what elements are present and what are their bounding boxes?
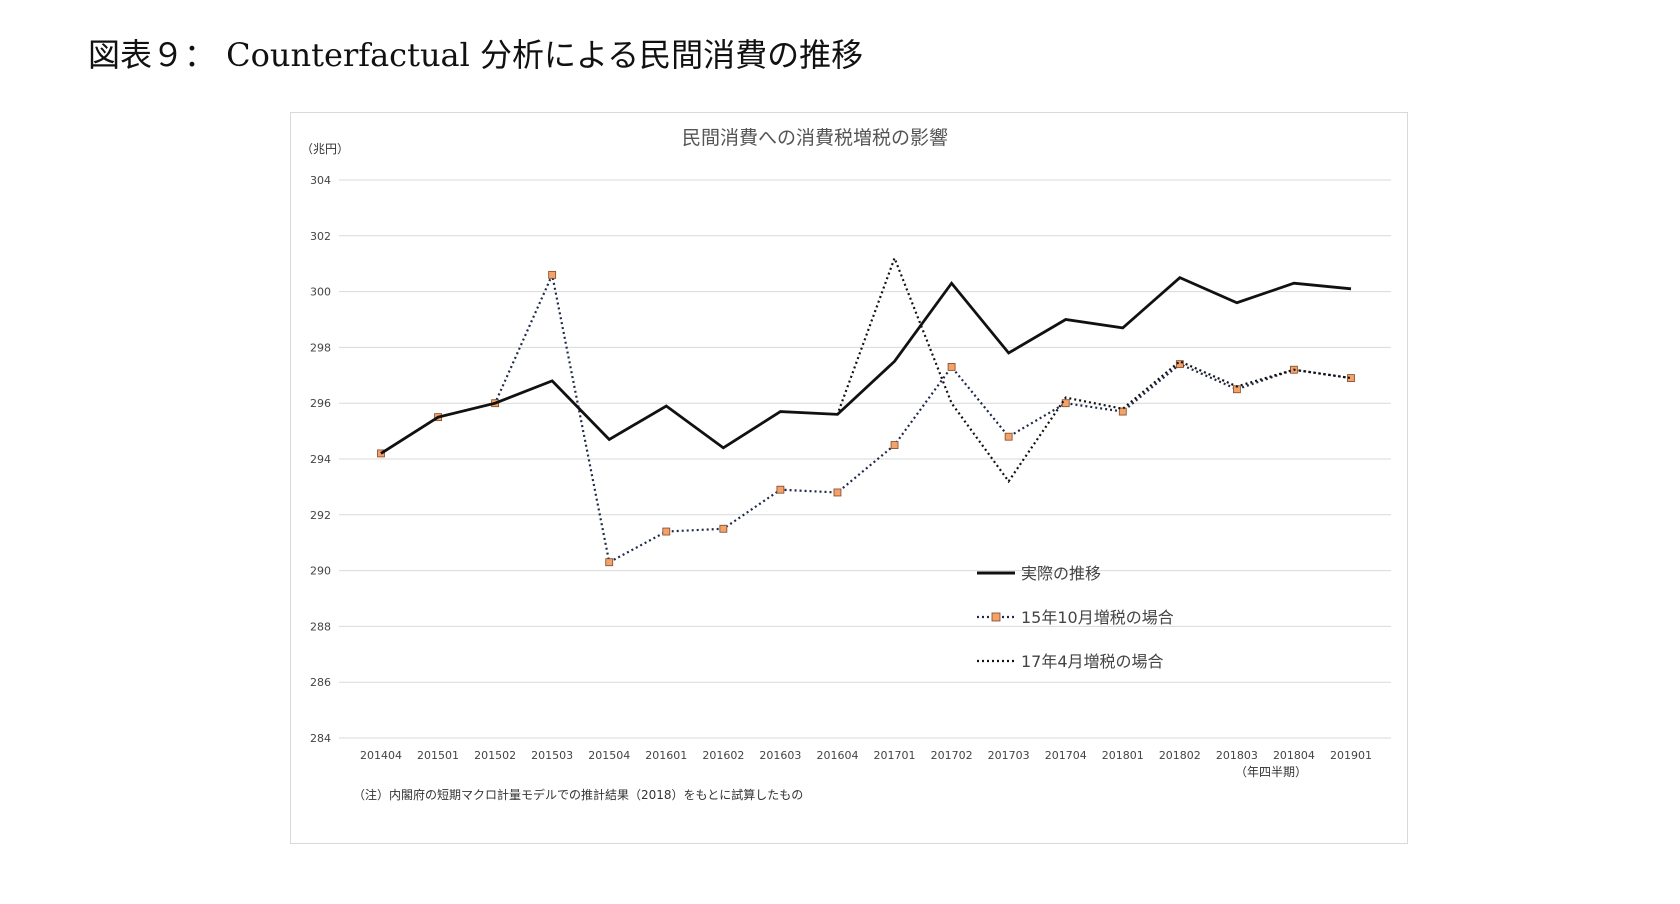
y-tick-label: 298 [310, 341, 331, 354]
data-point-marker [947, 363, 956, 371]
series-line-1 [380, 276, 1352, 455]
x-tick-label: 201502 [474, 749, 516, 762]
x-tick-label: 201503 [531, 749, 573, 762]
y-axis-unit-label: （兆円） [301, 142, 349, 156]
legend-label-2: 15年10月増税の場合 [1021, 608, 1174, 627]
data-point-marker [605, 558, 614, 567]
x-tick-label: 201404 [360, 749, 402, 762]
x-tick-label: 201802 [1159, 749, 1201, 762]
data-point-marker [1061, 399, 1070, 408]
x-tick-label: 201604 [816, 749, 858, 762]
y-tick-label: 296 [310, 397, 331, 410]
data-point-marker [1175, 360, 1184, 369]
y-tick-label: 302 [310, 230, 331, 243]
y-tick-label: 300 [310, 286, 331, 299]
x-tick-label: 201901 [1330, 749, 1372, 762]
y-tick-label: 288 [310, 620, 331, 633]
x-tick-label: 201602 [702, 749, 744, 762]
y-tick-label: 284 [310, 732, 331, 745]
series-line-2 [380, 271, 1352, 564]
y-tick-label: 290 [310, 565, 331, 578]
data-point-marker [833, 488, 842, 497]
y-tick-label: 292 [310, 509, 331, 522]
data-point-marker [776, 485, 785, 494]
x-tick-label: 201603 [759, 749, 801, 762]
figure-title: 図表９： Counterfactual 分析による民間消費の推移 [88, 36, 864, 74]
y-tick-label: 304 [310, 174, 331, 187]
y-tick-label: 286 [310, 676, 331, 689]
x-tick-label: 201703 [988, 749, 1030, 762]
chart-note: （注）内閣府の短期マクロ計量モデルでの推計結果（2018）をもとに試算したもの [353, 787, 803, 802]
legend-marker [991, 612, 1001, 622]
x-tick-label: 201601 [645, 749, 687, 762]
x-tick-label: 201702 [931, 749, 973, 762]
x-tick-label: 201803 [1216, 749, 1258, 762]
data-point-marker [1118, 407, 1127, 416]
line-chart: 民間消費への消費税増税の影響 （兆円） （年四半期） （注）内閣府の短期マクロ計… [301, 127, 1391, 802]
x-axis-unit-label: （年四半期） [1235, 765, 1307, 779]
data-point-marker [548, 270, 557, 279]
data-point-marker [662, 527, 671, 536]
chart-title: 民間消費への消費税増税の影響 [682, 127, 948, 149]
legend-label-3: 17年4月増税の場合 [1021, 652, 1164, 671]
x-tick-label: 201704 [1045, 749, 1087, 762]
x-tick-label: 201804 [1273, 749, 1315, 762]
x-tick-label: 201504 [588, 749, 630, 762]
x-tick-label: 201701 [874, 749, 916, 762]
legend-label-1: 実際の推移 [1021, 564, 1101, 583]
chart-frame: 民間消費への消費税増税の影響 （兆円） （年四半期） （注）内閣府の短期マクロ計… [290, 112, 1408, 844]
x-tick-label: 201801 [1102, 749, 1144, 762]
data-point-marker [719, 524, 728, 533]
data-point-marker [1004, 432, 1013, 441]
data-point-marker [890, 441, 899, 449]
y-tick-label: 294 [310, 453, 331, 466]
x-tick-label: 201501 [417, 749, 459, 762]
data-point-marker [1347, 374, 1355, 382]
